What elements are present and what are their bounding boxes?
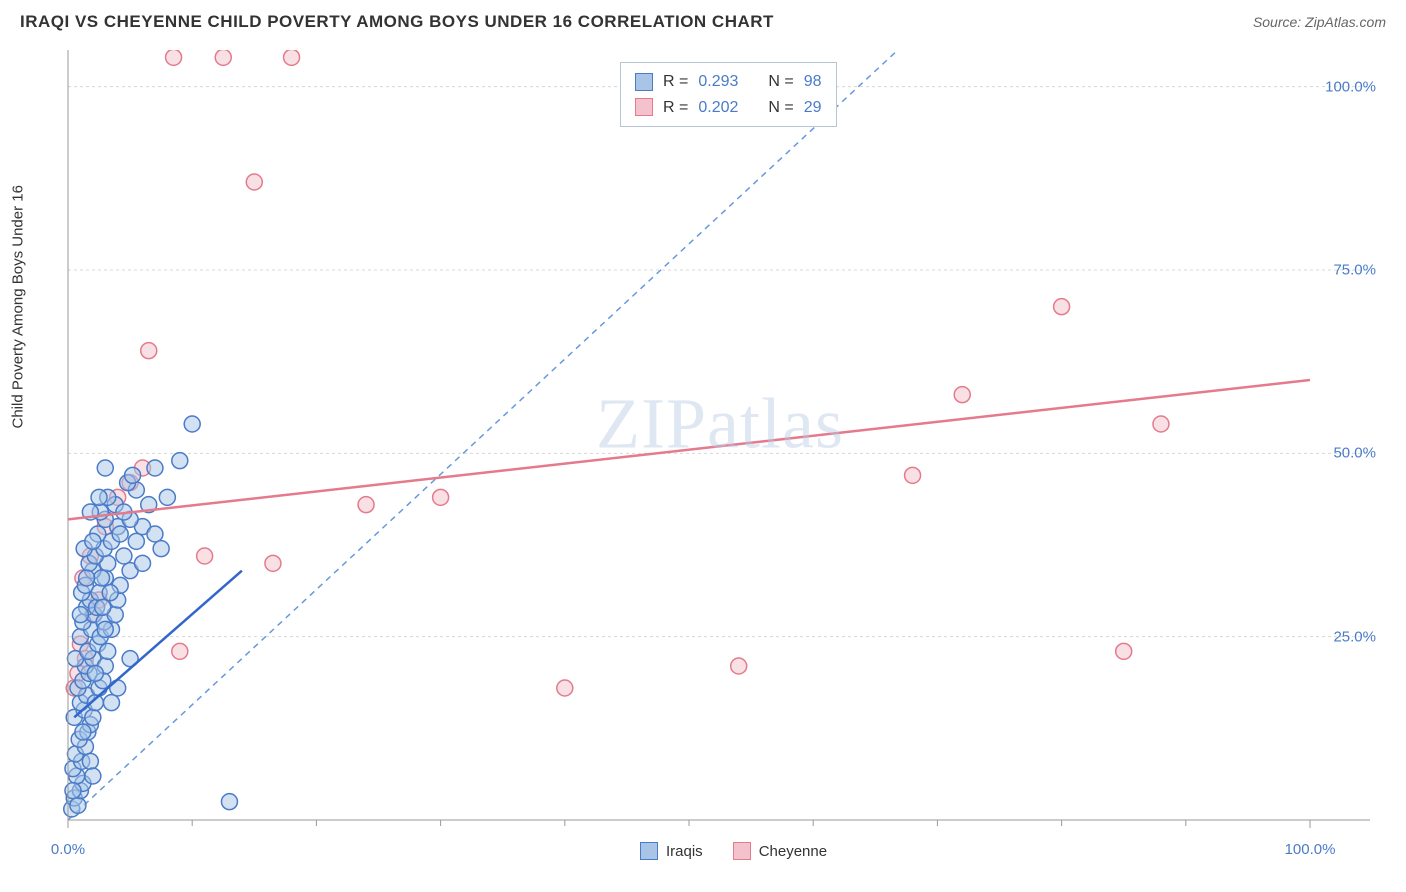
- y-axis-label: Child Poverty Among Boys Under 16: [10, 185, 27, 428]
- legend-item-cheyenne: Cheyenne: [733, 842, 827, 860]
- legend: Iraqis Cheyenne: [640, 842, 827, 860]
- y-tick-label: 25.0%: [1333, 628, 1376, 645]
- y-tick-label: 50.0%: [1333, 445, 1376, 462]
- chart-title: IRAQI VS CHEYENNE CHILD POVERTY AMONG BO…: [20, 12, 774, 32]
- y-tick-label: 100.0%: [1325, 78, 1376, 95]
- scatter-plot: [60, 50, 1380, 830]
- x-tick-label: 0.0%: [51, 841, 85, 858]
- swatch-iraqis: [635, 73, 653, 91]
- swatch-cheyenne: [635, 98, 653, 116]
- y-tick-label: 75.0%: [1333, 262, 1376, 279]
- swatch-iraqis: [640, 842, 658, 860]
- swatch-cheyenne: [733, 842, 751, 860]
- correlation-stats-box: R = 0.293 N = 98 R = 0.202 N = 29: [620, 62, 837, 127]
- legend-item-iraqis: Iraqis: [640, 842, 703, 860]
- chart-area: ZIPatlas R = 0.293 N = 98 R = 0.202 N = …: [60, 50, 1380, 830]
- source-attribution: Source: ZipAtlas.com: [1253, 14, 1386, 30]
- x-tick-label: 100.0%: [1285, 841, 1336, 858]
- stats-row-cheyenne: R = 0.202 N = 29: [635, 95, 822, 121]
- stats-row-iraqis: R = 0.293 N = 98: [635, 69, 822, 95]
